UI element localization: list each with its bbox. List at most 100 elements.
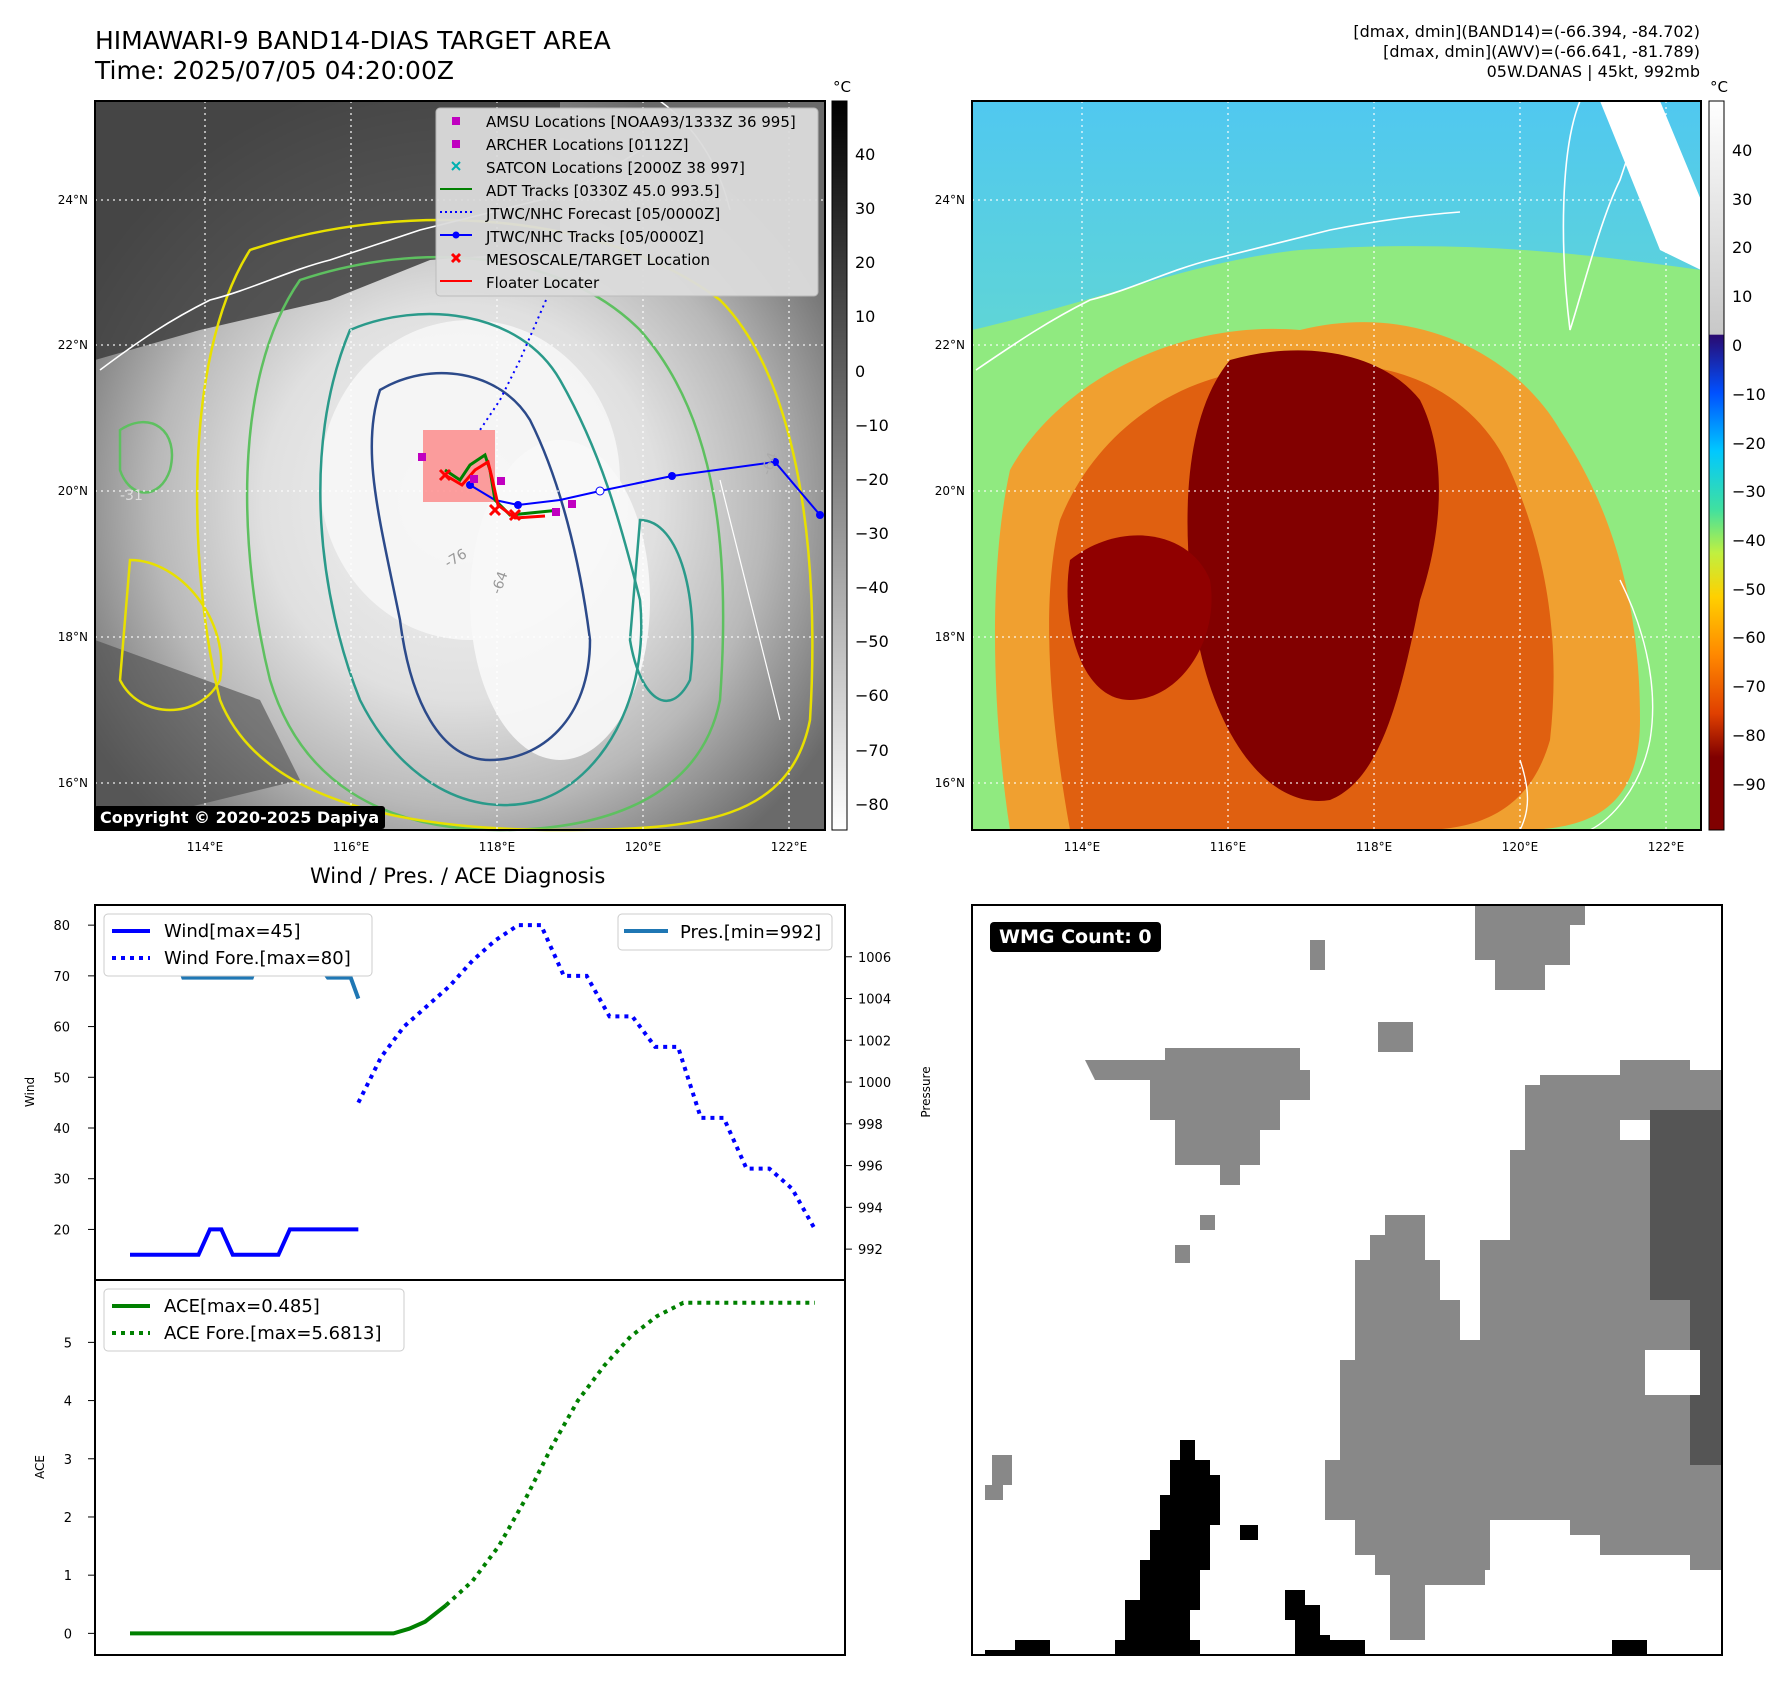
- storm-info: [dmax, dmin](BAND14)=(-66.394, -84.702) …: [1353, 22, 1700, 82]
- legend-amsu: AMSU Locations [NOAA93/1333Z 36 995]: [486, 113, 796, 131]
- lat-labels-right: 24°N 22°N 20°N 18°N 16°N: [935, 193, 965, 790]
- map-legend: AMSU Locations [NOAA93/1333Z 36 995] ARC…: [435, 107, 819, 297]
- color-tick: −60: [1732, 628, 1766, 647]
- lon-label: 120°E: [625, 840, 662, 854]
- color-tick: 30: [1732, 190, 1752, 209]
- wind-series-line: [130, 1227, 359, 1257]
- wind-tick-label: 80: [53, 919, 70, 934]
- lat-label: 24°N: [935, 193, 965, 207]
- wind-tick-label: 60: [53, 1021, 70, 1036]
- ace-tick-label: 0: [64, 1627, 72, 1642]
- color-tick: 40: [1732, 141, 1752, 160]
- lat-label: 16°N: [935, 776, 965, 790]
- wmg-pixel-map: [971, 904, 1723, 1656]
- gray-colorbar-ticks: 40 30 20 10 0 −10 −20 −30 −40 −50 −60 −7…: [855, 145, 889, 814]
- ace-tick-label: 1: [64, 1569, 72, 1584]
- wind-tick-label: 30: [53, 1173, 70, 1188]
- lat-label: 24°N: [58, 193, 88, 207]
- color-tick: −80: [1732, 726, 1766, 745]
- lon-label: 120°E: [1502, 840, 1539, 854]
- lat-label: 16°N: [58, 776, 88, 790]
- page-title: HIMAWARI-9 BAND14-DIAS TARGET AREA Time:…: [95, 26, 611, 86]
- contour-label: -31: [120, 488, 143, 504]
- wind-y-ticks: 20 30 40 50 60 70 80: [53, 919, 95, 1238]
- amsu-points: [418, 453, 576, 516]
- pressure-tick-label: 1006: [858, 951, 891, 966]
- title-line-2: Time: 2025/07/05 04:20:00Z: [95, 56, 454, 85]
- lat-label: 22°N: [935, 338, 965, 352]
- wind-forecast-series-line: [356, 923, 817, 1231]
- gray-tick: −30: [855, 524, 889, 543]
- gray-tick: −60: [855, 686, 889, 705]
- lat-label: 20°N: [58, 484, 88, 498]
- lon-label: 118°E: [479, 840, 516, 854]
- mesoscale-markers: [438, 468, 522, 522]
- gray-tick: 40: [855, 145, 875, 164]
- legend-tracks: JTWC/NHC Tracks [05/0000Z]: [485, 228, 704, 246]
- diagnosis-title: Wind / Pres. / ACE Diagnosis: [310, 864, 606, 888]
- ace-legend: [103, 1288, 405, 1352]
- wind-tick-label: 40: [53, 1122, 70, 1137]
- colorbar-unit: °C: [833, 78, 851, 96]
- color-colorbar: °C: [1708, 78, 1728, 831]
- pressure-tick-label: 1000: [858, 1076, 891, 1091]
- info-line-1: [dmax, dmin](BAND14)=(-66.394, -84.702): [1353, 22, 1700, 41]
- color-tick: 0: [1732, 336, 1742, 355]
- color-tick: −90: [1732, 775, 1766, 794]
- color-tick: −30: [1732, 482, 1766, 501]
- ace-forecast-series-line: [444, 1300, 815, 1607]
- wmg-frame: [971, 904, 1723, 1656]
- pressure-legend: [617, 913, 833, 951]
- color-tick: −20: [1732, 434, 1766, 453]
- ace-series-group: [130, 1300, 815, 1636]
- map-frame-left: [94, 100, 826, 831]
- wind-legend: [103, 913, 373, 977]
- gray-tick: 30: [855, 199, 875, 218]
- legend-archer: ARCHER Locations [0112Z]: [486, 136, 689, 154]
- lon-labels-left: 114°E 116°E 118°E 120°E 122°E: [187, 840, 808, 854]
- pressure-axis-label: Pressure: [919, 1066, 933, 1117]
- pressure-tick-label: 992: [858, 1243, 883, 1258]
- wind-axis-label: Wind: [23, 1077, 37, 1107]
- ace-chart: 0 1 2 3 4 5 ACE ACE[max=0.485] ACE Fore.[max=…: [33, 1279, 846, 1656]
- map-frame-right: [971, 100, 1702, 831]
- gray-tick: 0: [855, 362, 865, 381]
- wind-tick-label: 70: [53, 970, 70, 985]
- gray-tick: −70: [855, 741, 889, 760]
- color-tick: −10: [1732, 385, 1766, 404]
- legend-forecast: JTWC/NHC Forecast [05/0000Z]: [485, 205, 720, 223]
- lon-label: 122°E: [1648, 840, 1685, 854]
- color-tick: 20: [1732, 238, 1752, 257]
- gray-tick: −50: [855, 632, 889, 651]
- copyright-badge: Copyright © 2020-2025 Dapiya: [94, 806, 386, 829]
- best-track-points: [466, 458, 824, 519]
- lon-label: 114°E: [1064, 840, 1101, 854]
- lat-labels-left: 24°N 22°N 20°N 18°N 16°N: [58, 193, 88, 790]
- contour-label: -64: [489, 569, 512, 596]
- color-tick: −40: [1732, 531, 1766, 550]
- legend-ace-fore: ACE Fore.[max=5.6813]: [164, 1323, 382, 1344]
- gray-tick: −10: [855, 416, 889, 435]
- lon-label: 116°E: [1210, 840, 1247, 854]
- gray-tick: 20: [855, 253, 875, 272]
- lat-label: 18°N: [935, 630, 965, 644]
- pressure-tick-label: 998: [858, 1118, 883, 1133]
- contour-label: -64: [759, 450, 782, 477]
- gray-tick: 10: [855, 307, 875, 326]
- lon-labels-right: 114°E 116°E 118°E 120°E 122°E: [1064, 840, 1685, 854]
- info-line-2: [dmax, dmin](AWV)=(-66.641, -81.789): [1383, 42, 1700, 61]
- legend-pres: Pres.[min=992]: [680, 922, 821, 943]
- ace-tick-label: 5: [64, 1336, 72, 1351]
- legend-satcon: SATCON Locations [2000Z 38 997]: [486, 159, 745, 177]
- color-tick: −50: [1732, 580, 1766, 599]
- legend-wind: Wind[max=45]: [164, 921, 301, 942]
- wind-tick-label: 20: [53, 1223, 70, 1238]
- colorbar-unit-right: °C: [1710, 78, 1728, 96]
- wmg-count-badge: WMG Count: 0: [990, 922, 1161, 952]
- lat-label: 20°N: [935, 484, 965, 498]
- legend-wind-fore: Wind Fore.[max=80]: [164, 948, 351, 969]
- lon-label: 122°E: [771, 840, 808, 854]
- gray-colorbar: °C: [831, 78, 851, 831]
- title-line-1: HIMAWARI-9 BAND14-DIAS TARGET AREA: [95, 26, 611, 55]
